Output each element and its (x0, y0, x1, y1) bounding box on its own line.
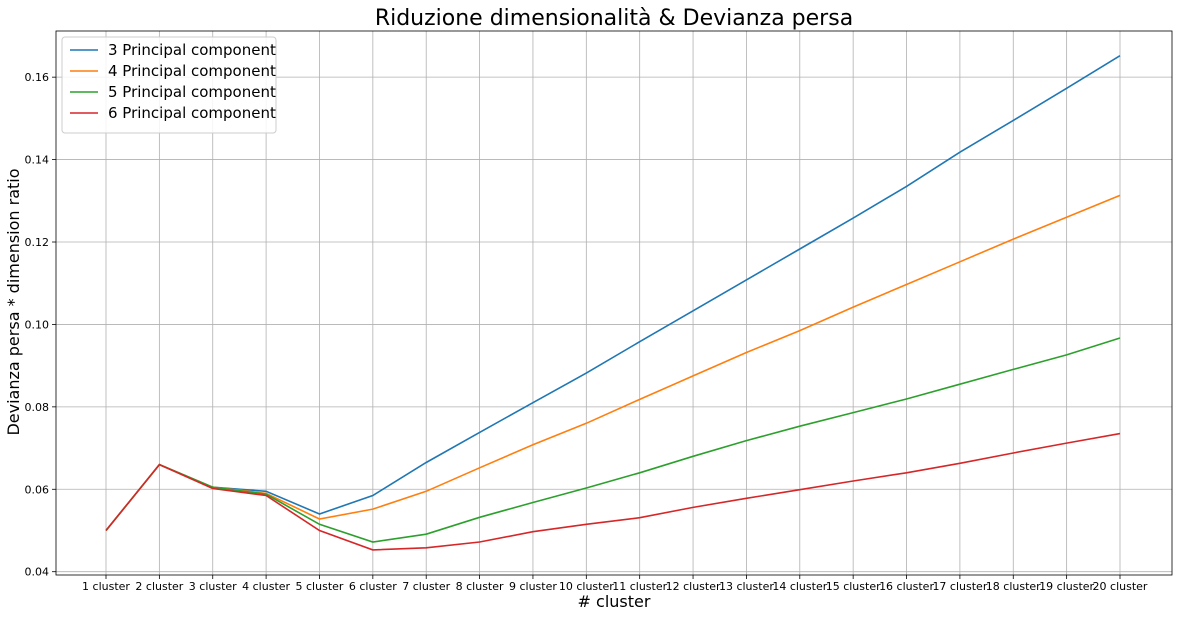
series-layer (105, 55, 1121, 551)
x-tick-label: 11 cluster (612, 580, 667, 593)
legend: 3 Principal component 4 Principal compone… (61, 36, 277, 134)
x-tick-label: 7 cluster (402, 580, 450, 593)
y-tick-label: 0.04 (25, 566, 50, 579)
y-axis-label: Devianza persa * dimension ratio (4, 168, 23, 435)
y-tick-label: 0.12 (25, 236, 50, 249)
y-tick-label: 0.06 (25, 483, 50, 496)
x-tick-label: 19 cluster (1039, 580, 1094, 593)
x-tick-label: 15 cluster (826, 580, 881, 593)
x-tick-label: 18 cluster (986, 580, 1041, 593)
x-axis-label: # cluster (578, 592, 651, 611)
x-tick-label: 6 cluster (349, 580, 397, 593)
x-tick-label: 16 cluster (879, 580, 934, 593)
x-tick-label: 17 cluster (932, 580, 987, 593)
legend-entry: 3 Principal component (108, 41, 276, 59)
x-tick-label: 14 cluster (772, 580, 827, 593)
x-tick-labels: 1 cluster 2 cluster 3 cluster 4 cluster 5 cl… (82, 575, 1148, 593)
y-tick-labels: 0.04 0.06 0.08 0.10 0.12 0.14 0.16 (25, 71, 56, 579)
x-tick-label: 12 cluster (666, 580, 721, 593)
x-tick-label: 3 cluster (189, 580, 237, 593)
y-tick-label: 0.10 (25, 318, 50, 331)
y-tick-label: 0.16 (25, 71, 50, 84)
y-tick-label: 0.14 (25, 154, 50, 167)
grid-layer (56, 31, 1172, 575)
x-tick-label: 10 cluster (559, 580, 614, 593)
series-line-5-pc (105, 337, 1121, 543)
legend-entry: 4 Principal component (108, 62, 276, 80)
x-tick-label: 4 cluster (242, 580, 290, 593)
series-line-4-pc (105, 194, 1121, 532)
chart-title: Riduzione dimensionalità & Devianza pers… (375, 6, 853, 31)
series-line-6-pc (105, 432, 1121, 551)
x-tick-label: 5 cluster (296, 580, 344, 593)
plot-frame (55, 30, 1173, 576)
series-line-3-pc (105, 55, 1121, 532)
y-tick-label: 0.08 (25, 401, 50, 414)
x-tick-label: 1 cluster (82, 580, 130, 593)
x-tick-label: 20 cluster (1093, 580, 1148, 593)
x-tick-label: 8 cluster (456, 580, 504, 593)
legend-box (61, 36, 277, 134)
legend-entry: 6 Principal component (108, 104, 276, 122)
x-tick-label: 2 cluster (135, 580, 183, 593)
x-tick-label: 9 cluster (509, 580, 557, 593)
x-tick-label: 13 cluster (719, 580, 774, 593)
legend-entry: 5 Principal component (108, 83, 276, 101)
